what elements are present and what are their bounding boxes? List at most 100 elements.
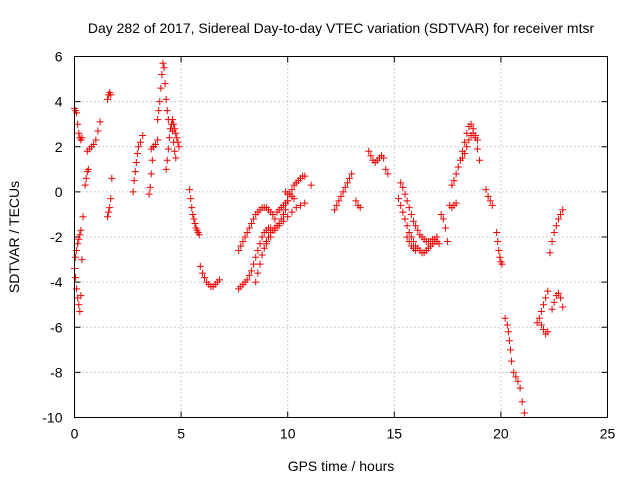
y-tick-label: -2 — [50, 229, 63, 245]
data-point — [533, 319, 541, 327]
data-point — [292, 204, 300, 212]
data-point — [94, 127, 102, 135]
data-point — [465, 136, 473, 144]
data-point — [195, 231, 203, 239]
data-point — [537, 321, 545, 329]
data-point — [501, 314, 509, 322]
data-point — [152, 140, 160, 148]
data-point — [401, 215, 409, 223]
data-point — [288, 208, 296, 216]
data-point — [288, 186, 296, 194]
data-point — [452, 170, 460, 178]
data-point — [433, 233, 441, 241]
y-axis-label: SDTVAR / TECUs — [6, 181, 22, 293]
data-point — [77, 292, 85, 300]
series-arc-17 — [273, 197, 292, 216]
data-point — [129, 188, 137, 196]
data-point — [74, 240, 82, 248]
gridlines — [74, 56, 608, 418]
data-point — [196, 262, 204, 270]
data-point — [252, 253, 260, 261]
data-point — [163, 156, 171, 164]
data-point — [77, 226, 85, 234]
y-tick-label: -4 — [50, 274, 63, 290]
data-point — [496, 253, 504, 261]
series-arc-27 — [437, 210, 452, 246]
data-point — [162, 95, 170, 103]
data-point — [409, 217, 417, 225]
data-point — [439, 215, 447, 223]
data-point — [171, 125, 179, 133]
series-arc-18 — [282, 188, 298, 203]
data-point — [243, 276, 251, 284]
data-point — [493, 228, 501, 236]
data-point — [131, 168, 139, 176]
data-point — [189, 210, 197, 218]
data-point — [250, 260, 258, 268]
data-point — [554, 289, 562, 297]
data-point — [201, 274, 209, 282]
data-point — [256, 260, 264, 268]
data-point — [96, 118, 104, 126]
data-point — [172, 129, 180, 137]
x-tick-label: 15 — [387, 426, 403, 442]
data-point — [148, 156, 156, 164]
data-point — [254, 247, 262, 255]
series-arc-5 — [129, 131, 147, 196]
data-point — [495, 247, 503, 255]
data-point — [72, 274, 80, 282]
series-arc-12 — [196, 262, 223, 291]
data-point — [215, 276, 223, 284]
data-point — [384, 170, 392, 178]
data-point — [104, 213, 112, 221]
data-point — [79, 213, 87, 221]
data-point — [84, 165, 92, 173]
data-point — [414, 226, 422, 234]
data-point — [165, 134, 173, 142]
data-point — [108, 174, 116, 182]
data-point — [186, 186, 194, 194]
data-point — [399, 208, 407, 216]
data-point — [463, 129, 471, 137]
data-point — [557, 294, 565, 302]
data-point — [343, 179, 351, 187]
data-point — [435, 240, 443, 248]
data-point — [365, 147, 373, 155]
data-point — [159, 59, 167, 67]
data-point — [76, 307, 84, 315]
series-arc-11 — [186, 186, 203, 239]
data-point — [78, 256, 86, 264]
data-point — [260, 244, 268, 252]
data-point — [467, 120, 475, 128]
data-point — [75, 235, 83, 243]
data-point — [254, 269, 262, 277]
x-tick-label: 0 — [71, 426, 79, 442]
data-point — [132, 159, 140, 167]
data-point — [540, 326, 548, 334]
data-point — [247, 267, 255, 275]
data-point — [107, 195, 115, 203]
data-point — [397, 179, 405, 187]
data-point — [454, 163, 462, 171]
data-point — [397, 201, 405, 209]
data-point — [173, 134, 181, 142]
data-point — [559, 206, 567, 214]
data-point — [81, 181, 89, 189]
series-arc-7 — [147, 136, 162, 153]
data-point — [190, 215, 198, 223]
x-tick-label: 20 — [493, 426, 509, 442]
data-point — [463, 143, 471, 151]
x-tick-labels: 0 5 10 15 20 25 — [71, 426, 616, 442]
data-point — [137, 138, 145, 146]
data-point — [90, 140, 98, 148]
data-point — [405, 228, 413, 236]
data-point — [245, 271, 253, 279]
data-point — [271, 226, 279, 234]
data-point — [473, 136, 481, 144]
series-arc-20 — [331, 170, 356, 214]
data-point — [476, 156, 484, 164]
y-tick-label: 4 — [55, 94, 63, 110]
x-tick-label: 10 — [280, 426, 296, 442]
data-point — [399, 183, 407, 191]
